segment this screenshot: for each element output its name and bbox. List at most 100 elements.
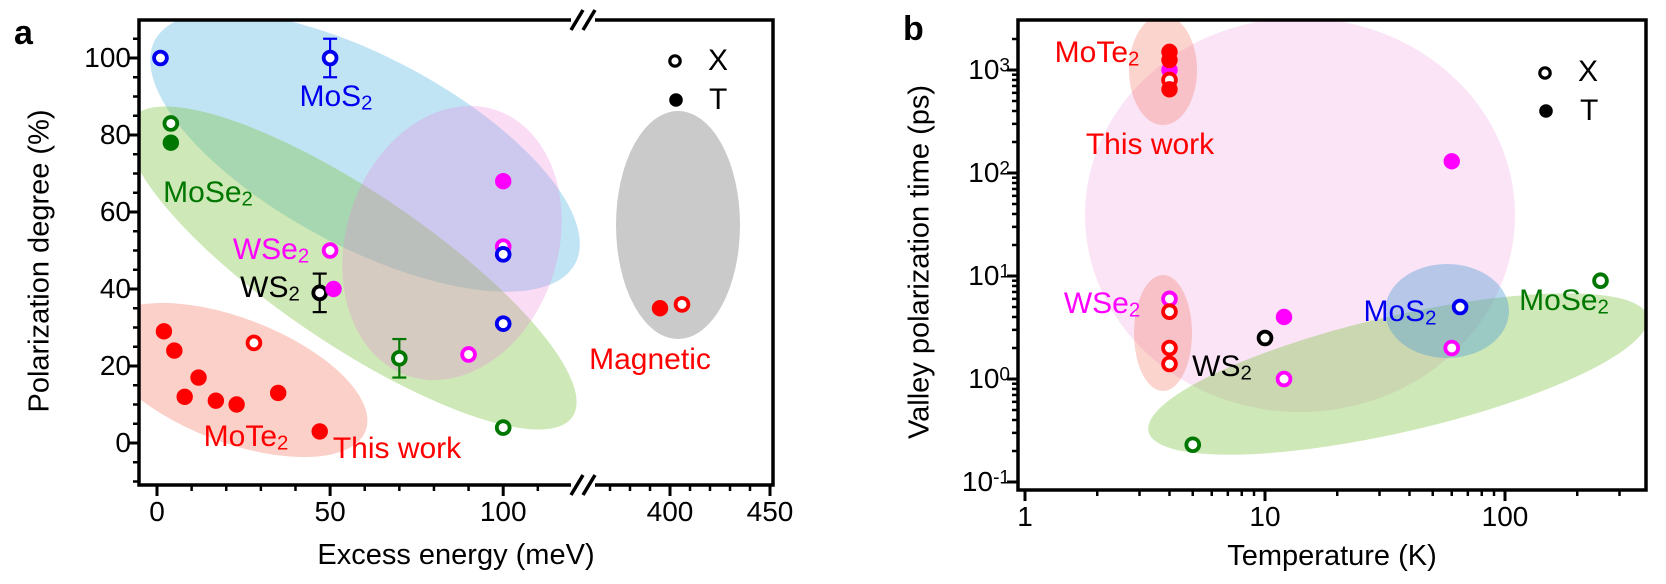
subscript: 2 — [1597, 296, 1609, 319]
panel-a-xaxis-title: Excess energy (meV) — [317, 539, 595, 571]
mose2-cluster-region-ellipse — [1148, 293, 1646, 455]
MoTe2 (this work)-data-point — [166, 342, 183, 359]
subscript: 2 — [297, 245, 310, 268]
MoTe2 (this work)-data-point — [190, 369, 207, 386]
annotation-label: WS2 — [1192, 349, 1252, 385]
subscript: 2 — [1128, 299, 1141, 322]
panel-a-regions — [139, 20, 740, 458]
subscript: 2 — [288, 283, 300, 306]
MoTe2 (this work)-data-point — [269, 384, 287, 402]
subscript: 2 — [1128, 48, 1140, 71]
panel-b-legend-label-t: T — [1580, 94, 1599, 127]
x-axis-tick-label: 50 — [314, 496, 346, 527]
exponent: 0 — [999, 364, 1010, 386]
annotation-label: MoTe2 — [203, 419, 289, 455]
panel-b-legend-label-x: X — [1578, 55, 1599, 88]
panel-a-legend-label-t: T — [709, 83, 728, 116]
panel-b-ticks — [1007, 37, 1621, 501]
WS2-data-point — [311, 284, 329, 302]
y-axis-tick-label: 10-1 — [961, 466, 1010, 497]
y-axis-tick-label: 102 — [968, 157, 1010, 188]
legend-open-circle-icon — [1538, 66, 1552, 80]
panel-a-letter: a — [14, 14, 33, 52]
WSe2-data-point — [1443, 339, 1461, 357]
annotation-label: MoS2 — [299, 79, 373, 115]
subscript: 2 — [241, 188, 253, 211]
panel-a-points — [152, 37, 691, 440]
legend-filled-circle-icon — [1539, 104, 1553, 118]
annotation-label: MoS2 — [1363, 294, 1437, 330]
MoTe2 (this work)-data-point — [1161, 303, 1178, 321]
MoTe2 (this work)-data-point — [1161, 51, 1178, 69]
axis-break-slash — [581, 9, 597, 31]
y-axis-tick-label: 0 — [115, 427, 131, 458]
WSe2-data-point — [1275, 370, 1293, 388]
MoSe2-data-point — [1592, 272, 1609, 290]
exponent: 1 — [999, 261, 1010, 283]
y-axis-tick-label: 100 — [84, 42, 131, 73]
mos2-cluster-region-ellipse — [150, 20, 580, 292]
x-axis-tick-label: 450 — [746, 496, 794, 527]
panel-b-xaxis-title: Temperature (K) — [1227, 540, 1437, 572]
mos2-cluster-region-ellipse — [1385, 264, 1509, 358]
subscript: 2 — [361, 92, 373, 115]
y-axis-tick-label: 101 — [968, 260, 1010, 291]
subscript: 2 — [277, 432, 289, 455]
WSe2-data-point — [1161, 290, 1178, 308]
MoTe2 (this work)-data-point — [176, 388, 193, 405]
x-axis-tick-label: 0 — [149, 496, 165, 527]
panel-b-yaxis-title: Valley polarization time (ps) — [903, 84, 936, 440]
MoTe2 (this work)-data-point — [1161, 339, 1178, 357]
MoS2-data-point — [494, 246, 512, 263]
panel-b-plot-box — [1016, 18, 1648, 492]
panel-a-legend-label-x: X — [708, 44, 729, 77]
axis-break-slash — [569, 474, 585, 496]
exponent: 3 — [999, 55, 1010, 77]
exponent: -1 — [993, 467, 1010, 489]
MoSe2-data-point — [162, 115, 180, 132]
this-work-cluster-region-ellipse — [1085, 20, 1515, 412]
y-axis-tick-label: 100 — [968, 363, 1010, 394]
panel-a-ticks — [128, 37, 772, 496]
MoTe2 (this work)-data-point — [1161, 81, 1178, 98]
mote2-low-cluster-region-ellipse — [1134, 275, 1192, 391]
MoS2-data-point — [152, 49, 169, 67]
panel-a-plot-box — [137, 18, 775, 487]
MoSe2-data-point — [1184, 436, 1202, 454]
annotation-label: MoSe2 — [1519, 283, 1609, 319]
WSe2-data-point — [1443, 153, 1460, 170]
y-axis-tick-label: 103 — [968, 54, 1010, 85]
mote2-this-work-cluster-region-ellipse — [139, 302, 368, 458]
annotation-label: Magnetic — [589, 343, 711, 376]
axis-break-slash — [581, 474, 597, 496]
subscript: 2 — [1240, 362, 1252, 385]
MoSe2-data-point — [162, 134, 180, 151]
MoS2-data-point — [494, 315, 512, 332]
annotation-label: This work — [332, 432, 462, 465]
axis-break-gap — [571, 482, 595, 488]
subscript: 2 — [1425, 307, 1437, 330]
magnetic-cluster-region-ellipse — [616, 111, 740, 339]
annotation-label: WSe2 — [232, 232, 310, 268]
x-axis-tick-label: 1 — [1017, 501, 1033, 532]
panel-b-regions — [1085, 20, 1646, 455]
annotation-label: WSe2 — [1063, 286, 1141, 322]
x-axis-tick-label: 100 — [479, 496, 527, 527]
MoTe2 (this work)-data-point — [155, 323, 173, 340]
x-axis-tick-label: 400 — [646, 496, 694, 527]
exponent: 2 — [999, 158, 1010, 180]
WSe2-data-point — [495, 173, 512, 190]
y-axis-tick-label: 80 — [99, 119, 131, 150]
annotation-label: MoSe2 — [163, 175, 253, 211]
annotation-label: WS2 — [240, 270, 300, 306]
MoTe2 (this work)-data-point — [245, 334, 263, 352]
MoTe2 (this work)-data-point — [207, 392, 225, 409]
WS2-data-point — [1256, 329, 1274, 347]
axis-break-gap — [571, 17, 595, 23]
Magnetic-data-point — [673, 296, 691, 313]
annotation-label: MoTe2 — [1054, 35, 1140, 71]
Magnetic-data-point — [651, 300, 669, 317]
x-axis-tick-label: 100 — [1481, 501, 1529, 532]
